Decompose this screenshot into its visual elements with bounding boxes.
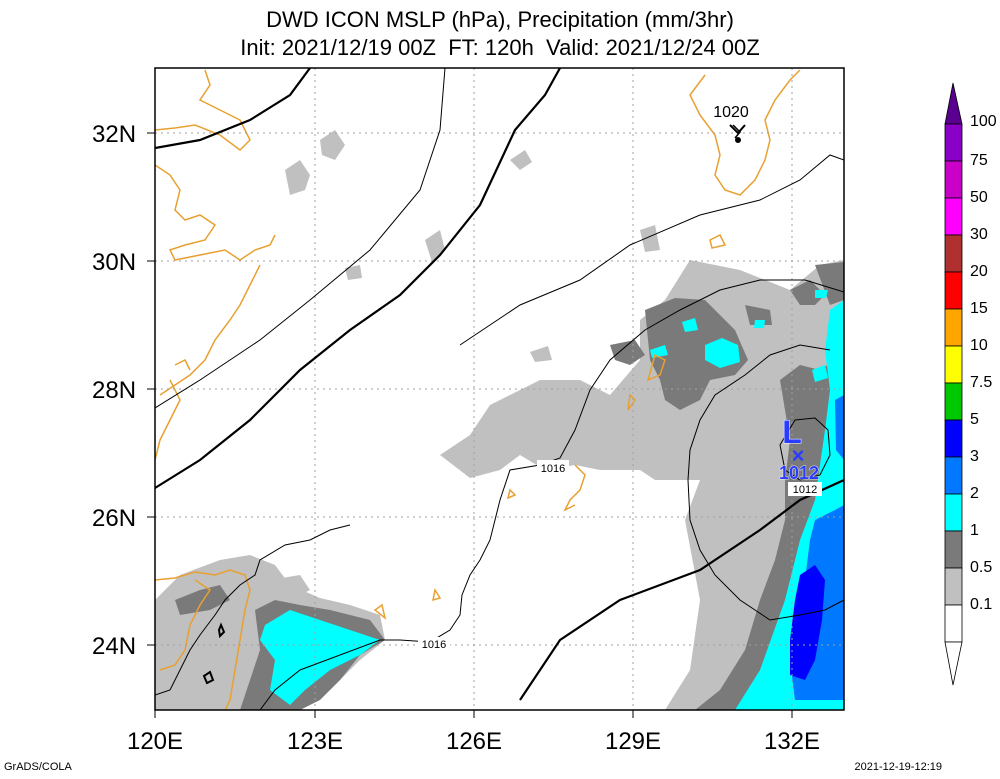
map-subtitle: Init: 2021/12/19 00Z FT: 120h Valid: 202… [240, 35, 760, 60]
colorbar-bottom-triangle [944, 641, 963, 686]
colorbar-label: 2 [970, 485, 979, 502]
colorbar-label: 15 [970, 300, 988, 317]
low-center-icon: × [792, 443, 805, 468]
colorbar-label: 0.1 [970, 596, 993, 613]
colorbar-label: 50 [970, 189, 988, 206]
colorbar-label: 3 [970, 448, 979, 465]
precip-dark-blue [790, 565, 825, 680]
colorbar-label: 100 [970, 113, 997, 130]
lat-label-28n: 28N [92, 377, 137, 404]
coastlines [155, 69, 801, 710]
colorbar-label: 75 [970, 152, 988, 169]
high-center-marker [735, 137, 741, 143]
colorbar-label: 0.5 [970, 559, 993, 576]
colorbar-label: 1 [970, 522, 979, 539]
colorbar-label: 7.5 [970, 374, 993, 391]
footer-timestamp: 2021-12-19-12:19 [854, 761, 942, 773]
isobars [155, 68, 844, 710]
colorbar-label: 20 [970, 263, 988, 280]
lon-label-123e: 123E [286, 728, 344, 755]
low-symbol: L [782, 414, 802, 450]
lat-label-30n: 30N [92, 249, 137, 276]
map-area [155, 68, 844, 710]
isobar-label-1016-a: 1016 [541, 463, 565, 475]
map-title: DWD ICON MSLP (hPa), Precipitation (mm/3… [266, 7, 734, 32]
footer-credit: GrADS/COLA [4, 761, 72, 773]
colorbar-label: 10 [970, 337, 988, 354]
gridlines [155, 68, 844, 710]
high-pressure-label: 1020 [713, 104, 749, 121]
colorbar-label: 5 [970, 411, 979, 428]
lat-label-32n: 32N [92, 121, 137, 148]
lon-label-126e: 126E [445, 728, 503, 755]
colorbar [944, 82, 963, 686]
lon-label-129e: 129E [604, 728, 662, 755]
tick-marks [147, 132, 793, 718]
lat-label-24n: 24N [92, 633, 137, 660]
lon-label-120e: 120E [126, 728, 184, 755]
isobar-label-1016-b: 1016 [422, 639, 446, 651]
lon-label-132e: 132E [763, 728, 821, 755]
colorbar-label: 30 [970, 226, 988, 243]
isobar-label-1012: 1012 [793, 484, 817, 496]
low-pressure-value: 1012 [779, 463, 819, 483]
colorbar-top-triangle [944, 82, 963, 125]
lat-label-26n: 26N [92, 505, 137, 532]
